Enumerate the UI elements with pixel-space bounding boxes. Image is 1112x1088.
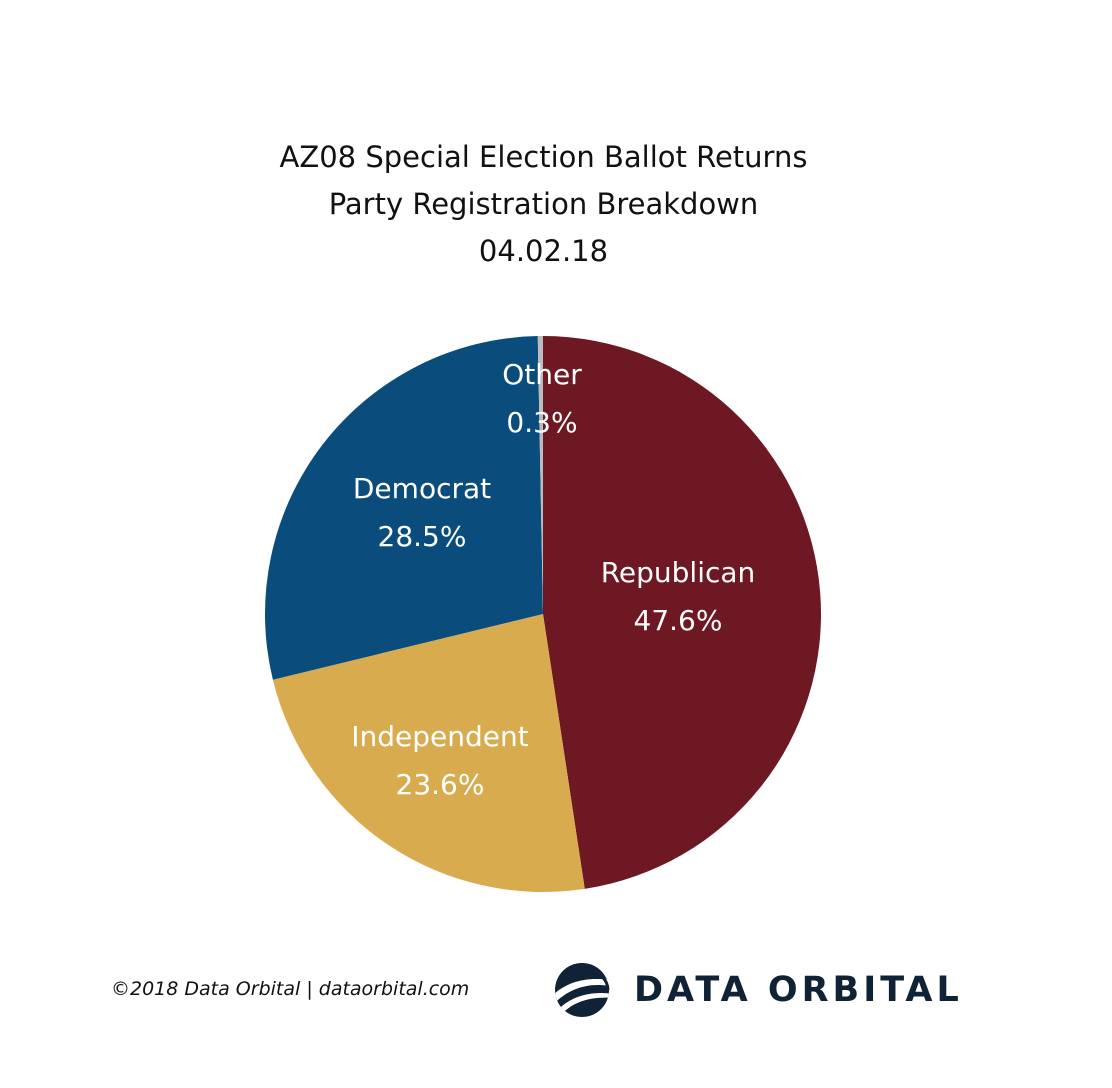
slice-label-democrat: Democrat [353, 472, 491, 505]
slice-value-independent: 23.6% [396, 768, 485, 801]
slice-value-other: 0.3% [506, 406, 577, 439]
logo-wordmark: DATA ORBITAL [634, 970, 963, 1010]
pie-labels: Republican 47.6% Independent 23.6% Democrat 2… [351, 358, 755, 801]
chart-title-line-2: Party Registration Breakdown [328, 187, 759, 221]
slice-value-republican: 47.6% [634, 604, 723, 637]
slice-independent [272, 614, 585, 892]
slice-other [537, 336, 543, 614]
chart-date: 04.02.18 [478, 234, 609, 268]
chart-title: AZ08 Special Election Ballot Returns Par… [0, 134, 1087, 275]
slice-label-republican: Republican [601, 556, 756, 589]
orbital-globe-icon [555, 963, 610, 1017]
data-orbital-logo: DATA ORBITAL [552, 958, 963, 1022]
slice-republican [543, 336, 822, 889]
slice-label-other: Other [502, 358, 582, 391]
slice-label-independent: Independent [351, 720, 528, 753]
slice-value-democrat: 28.5% [378, 520, 467, 553]
chart-title-line-1: AZ08 Special Election Ballot Returns [279, 140, 808, 174]
pie-slices [265, 336, 822, 892]
copyright-credit: ©2018 Data Orbital | dataorbital.com [111, 978, 470, 1000]
slice-democrat [265, 336, 543, 680]
